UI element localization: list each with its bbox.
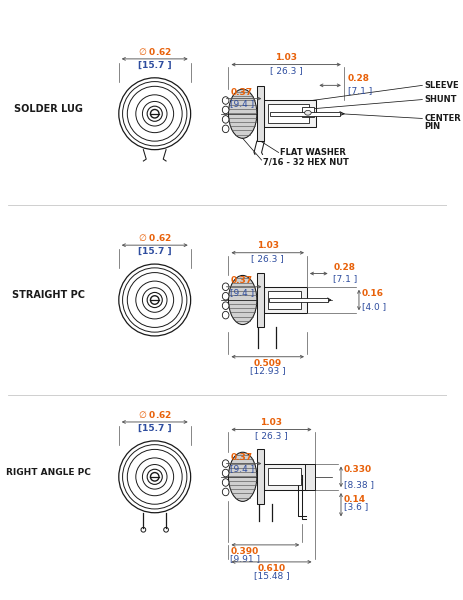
Text: [9.4 ]: [9.4 ] [230, 100, 254, 109]
Bar [304, 464, 314, 490]
Text: [8.38 ]: [8.38 ] [343, 479, 373, 488]
Text: STRAIGHT PC: STRAIGHT PC [13, 290, 85, 300]
Text: $\varnothing$ 0.62: $\varnothing$ 0.62 [137, 46, 172, 57]
Bar [301, 107, 313, 116]
Ellipse shape [228, 275, 257, 325]
Text: FLAT WASHER: FLAT WASHER [280, 148, 345, 157]
Ellipse shape [228, 452, 257, 502]
Ellipse shape [304, 110, 311, 115]
Ellipse shape [222, 106, 228, 114]
Ellipse shape [222, 302, 228, 310]
Ellipse shape [222, 469, 228, 477]
Ellipse shape [228, 89, 257, 139]
Bar [257, 272, 264, 328]
Text: [4.0 ]: [4.0 ] [361, 302, 385, 311]
Text: $\varnothing$ 0.62: $\varnothing$ 0.62 [137, 232, 172, 243]
Text: 0.509: 0.509 [253, 359, 281, 368]
Bar [264, 287, 307, 313]
Text: [ 26.3 ]: [ 26.3 ] [251, 254, 283, 263]
Text: 0.390: 0.390 [230, 547, 258, 556]
Text: [ 26.3 ]: [ 26.3 ] [255, 431, 287, 440]
Text: [ 26.3 ]: [ 26.3 ] [269, 67, 302, 76]
Bar [269, 112, 339, 116]
Text: 0.16: 0.16 [361, 289, 383, 298]
Text: [9.4 ]: [9.4 ] [230, 288, 254, 297]
Text: SLEEVE: SLEEVE [423, 81, 458, 90]
Text: SOLDER LUG: SOLDER LUG [14, 104, 83, 114]
Ellipse shape [222, 488, 228, 496]
Text: 7/16 - 32 HEX NUT: 7/16 - 32 HEX NUT [263, 157, 349, 166]
Text: 1.03: 1.03 [275, 53, 296, 62]
Ellipse shape [222, 283, 228, 290]
Ellipse shape [222, 292, 228, 300]
Bar [264, 464, 307, 490]
Text: [15.48 ]: [15.48 ] [253, 571, 289, 580]
Text: 1.03: 1.03 [260, 418, 282, 427]
Text: [15.7 ]: [15.7 ] [138, 424, 171, 433]
Text: [7.1 ]: [7.1 ] [347, 86, 371, 95]
Bar [268, 104, 308, 123]
Ellipse shape [222, 479, 228, 486]
Text: 0.37: 0.37 [230, 276, 252, 285]
Text: 1.03: 1.03 [256, 241, 278, 250]
Text: 0.610: 0.610 [257, 564, 285, 573]
Text: 0.14: 0.14 [343, 495, 365, 504]
Bar [264, 100, 316, 127]
Text: [15.7 ]: [15.7 ] [138, 61, 171, 70]
Ellipse shape [222, 116, 228, 123]
Text: [7.1 ]: [7.1 ] [333, 274, 357, 283]
Bar [268, 469, 300, 485]
Text: [3.6 ]: [3.6 ] [343, 502, 367, 511]
Text: [9.4 ]: [9.4 ] [230, 464, 254, 473]
Bar [257, 449, 264, 504]
Text: 0.37: 0.37 [230, 88, 252, 97]
Text: RIGHT ANGLE PC: RIGHT ANGLE PC [6, 467, 91, 476]
Text: $\varnothing$ 0.62: $\varnothing$ 0.62 [137, 409, 172, 420]
Text: [15.7 ]: [15.7 ] [138, 247, 171, 256]
Bar [268, 292, 300, 308]
Text: 0.28: 0.28 [333, 263, 355, 272]
Text: [9.91 ]: [9.91 ] [230, 554, 260, 563]
Text: [12.93 ]: [12.93 ] [250, 366, 285, 375]
Bar [269, 298, 327, 302]
Text: 0.37: 0.37 [230, 452, 252, 461]
Ellipse shape [222, 125, 228, 133]
Bar [257, 86, 264, 141]
Text: CENTER: CENTER [423, 114, 460, 123]
Ellipse shape [222, 311, 228, 319]
Text: 0.330: 0.330 [343, 465, 371, 474]
Text: SHUNT: SHUNT [423, 95, 456, 104]
Text: 0.28: 0.28 [347, 74, 369, 83]
Ellipse shape [222, 97, 228, 104]
Ellipse shape [222, 460, 228, 467]
Text: PIN: PIN [423, 122, 439, 131]
